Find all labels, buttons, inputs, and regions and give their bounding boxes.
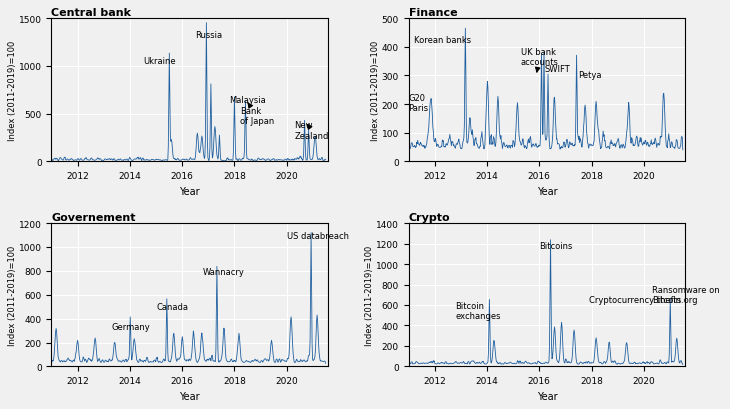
Text: Ukraine: Ukraine [143,57,175,66]
Text: Governement: Governement [51,213,136,223]
X-axis label: Year: Year [537,186,557,196]
Text: Russia: Russia [195,31,223,40]
Text: Wannacry: Wannacry [203,267,245,276]
Y-axis label: Index (2011-2019)=100: Index (2011-2019)=100 [8,40,18,141]
Text: Korean banks: Korean banks [414,36,471,45]
Y-axis label: Index (2011-2019)=100: Index (2011-2019)=100 [366,245,374,345]
Text: Central bank: Central bank [51,8,131,18]
Text: G20
Paris: G20 Paris [409,93,429,113]
Text: Ransomware on
Bitcoin.org: Ransomware on Bitcoin.org [652,285,719,304]
Text: Bitcoins: Bitcoins [539,241,572,250]
Y-axis label: Index (2011-2019)=100: Index (2011-2019)=100 [372,40,380,141]
Y-axis label: Index (2011-2019)=100: Index (2011-2019)=100 [8,245,18,345]
Text: Bank
of Japan: Bank of Japan [239,104,274,126]
Text: Finance: Finance [409,8,457,18]
Text: Petya: Petya [578,70,602,79]
Text: UK bank
accounts: UK bank accounts [521,48,559,73]
Text: Crypto: Crypto [409,213,450,223]
X-axis label: Year: Year [180,391,200,401]
Text: Canada: Canada [156,302,188,311]
X-axis label: Year: Year [537,391,557,401]
X-axis label: Year: Year [180,186,200,196]
Text: US databreach: US databreach [287,232,349,241]
Text: Germany: Germany [112,322,150,331]
Text: Cryptocurrency thefts: Cryptocurrency thefts [589,295,681,304]
Text: Bitcoin
exchanges: Bitcoin exchanges [456,301,501,321]
Text: New
Zealand: New Zealand [294,121,329,140]
Text: SWIFT: SWIFT [545,65,570,74]
Text: Malaysia: Malaysia [229,95,266,104]
